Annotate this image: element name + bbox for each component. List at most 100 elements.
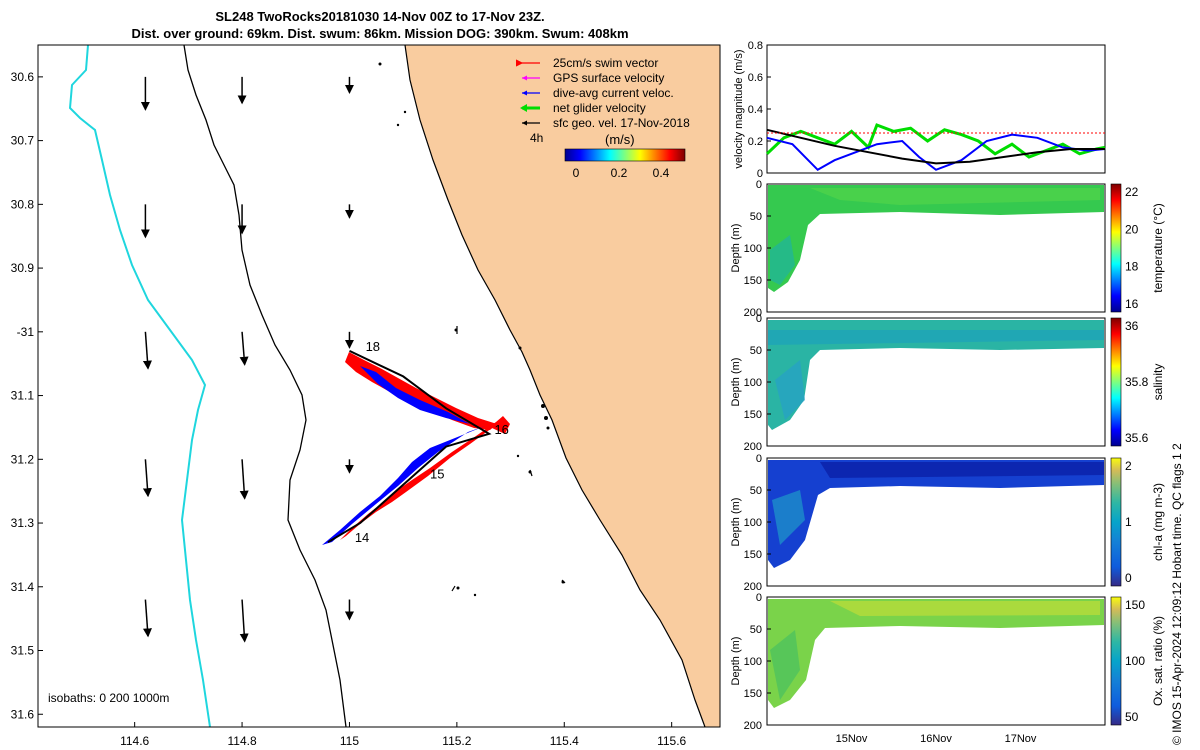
section-ytick-label: 200 <box>744 441 762 453</box>
section-ytick-label: 150 <box>744 275 762 287</box>
section-ylabel: Depth (m) <box>730 358 742 407</box>
small-current-arrows <box>451 326 566 592</box>
figure-title-line2: Dist. over ground: 69km. Dist. swum: 86k… <box>131 26 629 41</box>
track-day-labels: 14 15 16 18 <box>355 339 509 545</box>
section-ylabel: Depth (m) <box>730 637 742 686</box>
section-ytick-label: 200 <box>744 307 762 319</box>
colorbar-tick-label: 35.8 <box>1125 375 1149 389</box>
scale-label: 4h <box>530 131 543 145</box>
colorbar-tick-label: 100 <box>1125 654 1145 668</box>
velocity-ytick-label: 0.6 <box>748 72 763 84</box>
velocity-ytick-label: 0.8 <box>748 40 763 52</box>
section-ytick-label: 200 <box>744 581 762 593</box>
map-ytick-label: 30.8 <box>11 197 35 211</box>
map-xtick-label: 115.4 <box>550 734 579 748</box>
oxsat-section <box>766 596 1106 726</box>
velocity-series <box>765 123 1106 159</box>
legend-swim: 25cm/s swim vector <box>553 56 658 70</box>
legend-geo: sfc geo. vel. 17-Nov-2018 <box>553 116 690 130</box>
colorbar-label: temperature (°C) <box>1151 203 1165 293</box>
colorbar-tick-label: 22 <box>1125 185 1139 199</box>
chla-section <box>766 457 1106 587</box>
land-area <box>405 45 720 727</box>
dive-avg-current-fan <box>322 366 485 545</box>
section-ytick-label: 50 <box>750 345 762 357</box>
geo-velocity-arrow <box>142 599 152 638</box>
map-xtick-label: 115 <box>340 734 359 748</box>
section-ylabel: Depth (m) <box>730 224 742 273</box>
velocity-panel: 0 0.2 0.4 0.6 0.8 velocity magnitude (m/s) <box>733 40 1106 180</box>
section-colorbar <box>1110 457 1122 587</box>
velocity-ytick-label: 0.2 <box>748 136 763 148</box>
isobath-0m <box>404 45 706 727</box>
geo-velocity-arrow <box>142 459 152 498</box>
cbar-tick-1: 0.2 <box>611 166 628 180</box>
geo-velocity-arrows <box>140 76 354 643</box>
map-ytick-label: 31.1 <box>11 389 35 403</box>
section-ytick-label: 100 <box>744 656 762 668</box>
colorbar-label: chl-a (mg m-3) <box>1151 483 1165 561</box>
map-ytick-label: 31.3 <box>11 516 35 530</box>
map-ytick-label: 30.6 <box>11 70 35 84</box>
geo-velocity-arrow <box>239 331 249 366</box>
velocity-series <box>766 133 1106 172</box>
section-ytick-label: 150 <box>744 409 762 421</box>
time-xtick-label: 17Nov <box>1005 733 1037 745</box>
colorbar-tick-label: 18 <box>1125 260 1139 274</box>
section-ytick-label: 200 <box>744 720 762 732</box>
section-ytick-label: 50 <box>750 485 762 497</box>
colorbar-label: salinity <box>1151 364 1165 401</box>
map-ytick-label: 31.2 <box>11 452 35 466</box>
section-ytick-label: 50 <box>750 211 762 223</box>
section-colorbar <box>1110 183 1122 313</box>
swim-vector-fan <box>340 352 510 540</box>
track-day-label: 16 <box>494 422 508 437</box>
map-ytick-label: -31 <box>17 325 35 339</box>
map-xtick-label: 115.2 <box>442 734 471 748</box>
geo-velocity-arrow <box>239 599 249 643</box>
section-colorbar <box>1110 317 1122 447</box>
colorbar-units: (m/s) <box>605 132 635 147</box>
section-ytick-label: 50 <box>750 624 762 636</box>
salinity-section <box>766 317 1106 447</box>
temperature-section <box>766 183 1106 313</box>
velocity-ytick-label: 0 <box>757 168 763 180</box>
isobath-label: isobaths: 0 200 1000m <box>48 691 169 705</box>
section-ytick-label: 0 <box>756 453 762 465</box>
colorbar-tick-label: 1 <box>1125 515 1132 529</box>
colorbar-tick-label: 35.6 <box>1125 431 1149 445</box>
isobath-1000m <box>68 45 211 727</box>
section-colorbar <box>1110 596 1122 726</box>
velocity-series <box>766 128 1105 165</box>
geo-velocity-arrow <box>239 459 249 500</box>
legend-gps: GPS surface velocity <box>553 71 664 85</box>
section-ytick-label: 150 <box>744 549 762 561</box>
track-day-label: 15 <box>430 466 444 481</box>
speed-colorbar <box>564 148 686 162</box>
geo-velocity-arrow <box>142 331 152 370</box>
time-xtick-label: 16Nov <box>920 733 952 745</box>
legend-dive: dive-avg current veloc. <box>553 86 674 100</box>
section-ytick-label: 0 <box>756 313 762 325</box>
colorbar-tick-label: 2 <box>1125 459 1132 473</box>
map-x-axis: 114.6 114.8 115 115.2 115.4 115.6 <box>120 722 687 748</box>
map-ytick-label: 31.5 <box>11 644 35 658</box>
section-ytick-label: 100 <box>744 243 762 255</box>
time-xtick-label: 15Nov <box>836 733 868 745</box>
map-ytick-label: 30.9 <box>11 261 35 275</box>
colorbar-tick-label: 150 <box>1125 598 1145 612</box>
colorbar-tick-label: 0 <box>1125 571 1132 585</box>
figure-title-line1: SL248 TwoRocks20181030 14-Nov 00Z to 17-… <box>215 9 545 24</box>
colorbar-tick-label: 16 <box>1125 297 1139 311</box>
cbar-tick-0: 0 <box>573 166 580 180</box>
colorbar-label: Ox. sat. ratio (%) <box>1151 616 1165 706</box>
map-ytick-label: 31.4 <box>11 580 35 594</box>
section-ytick-label: 100 <box>744 377 762 389</box>
map-legend: 25cm/s swim vector GPS surface velocity … <box>516 56 690 180</box>
map-panel: 14 15 16 18 114.6 114.8 115 115.2 115.4 115.6 30… <box>11 44 721 748</box>
section-ytick-label: 0 <box>756 592 762 604</box>
track-day-label: 18 <box>366 339 380 354</box>
map-xtick-label: 114.6 <box>120 734 149 748</box>
